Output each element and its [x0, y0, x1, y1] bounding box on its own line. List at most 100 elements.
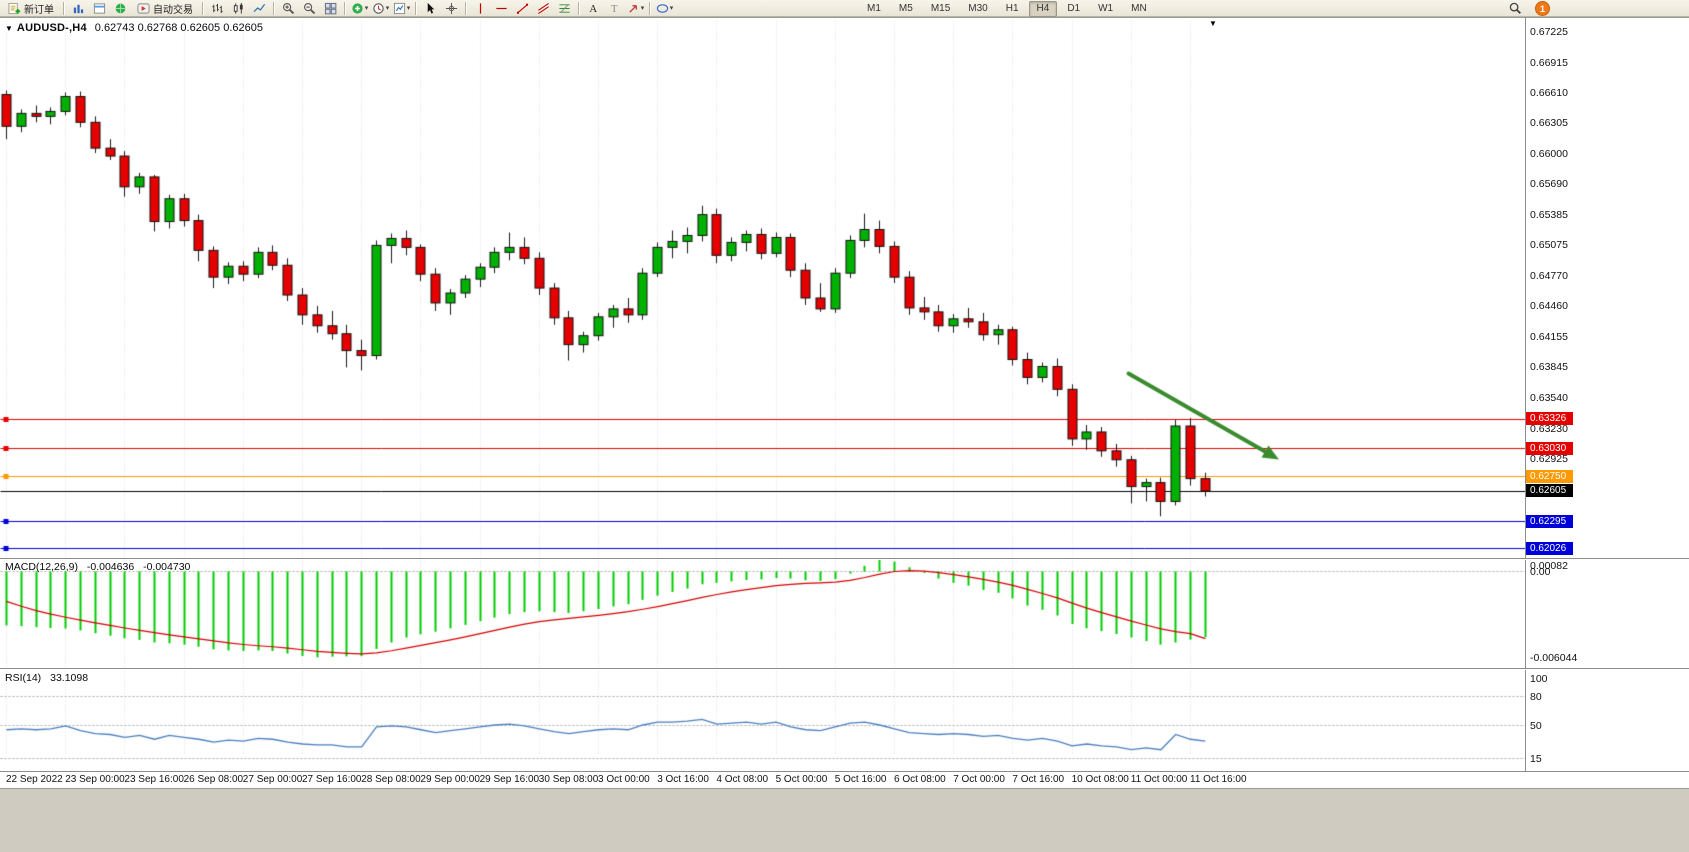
- quotes-icon: [72, 2, 85, 15]
- fibo-icon: [558, 2, 571, 15]
- rsi-name: RSI(14): [5, 672, 42, 684]
- timeframe-m15-button[interactable]: M15: [930, 2, 951, 14]
- toolbar-periods-tool[interactable]: ▾: [371, 0, 390, 17]
- toolbar-autotrade-button[interactable]: 自动交易: [132, 0, 198, 17]
- toolbar-fibonacci-tool[interactable]: [555, 0, 574, 17]
- templates-icon: [393, 2, 406, 15]
- macd-axis-label: -0.006044: [1530, 651, 1578, 664]
- price-axis-label: 0.63540: [1530, 391, 1568, 404]
- time-axis-label: 28 Sep 08:00: [361, 774, 421, 785]
- toolbar-zoom-out-tool[interactable]: [300, 0, 319, 17]
- toolbar-separator: [273, 1, 275, 15]
- toolbar-market-watch-tool[interactable]: [69, 0, 88, 17]
- shapes-icon: [656, 2, 669, 15]
- toolbar-cursor-tool[interactable]: [421, 0, 440, 17]
- label-icon: T: [608, 2, 621, 15]
- time-axis-label: 11 Oct 00:00: [1130, 774, 1188, 785]
- toolbar-equidistant-channel-tool[interactable]: [534, 0, 553, 17]
- price-tag-0.63030: 0.63030: [1526, 441, 1573, 455]
- toolbar-arrows-tool[interactable]: ▾: [626, 0, 645, 17]
- bars-icon: [211, 2, 224, 15]
- price-axis-label: 0.66000: [1530, 147, 1568, 160]
- cursor-icon: [424, 2, 437, 15]
- indicators-icon: [351, 2, 364, 15]
- time-axis-label: 5 Oct 16:00: [834, 774, 887, 785]
- toolbar-separator: [344, 1, 346, 15]
- zoom-in-icon: [282, 2, 295, 15]
- time-axis-label: 30 Sep 08:00: [538, 774, 599, 785]
- toolbar-zoom-in-tool[interactable]: [279, 0, 298, 17]
- timeframe-d1-button[interactable]: D1: [1067, 2, 1081, 14]
- timeframe-w1-button[interactable]: W1: [1098, 2, 1114, 14]
- timeframe-mn-button[interactable]: MN: [1131, 2, 1147, 14]
- time-axis-label: 26 Sep 08:00: [183, 774, 244, 785]
- time-axis-label: 7 Oct 00:00: [953, 774, 1005, 785]
- hline-icon: [495, 2, 508, 15]
- toolbar-vertical-line-tool[interactable]: [471, 0, 490, 17]
- toolbar-separator: [202, 1, 204, 15]
- price-axis-label: 0.66610: [1530, 87, 1568, 100]
- chevron-down-icon: ▾: [406, 5, 411, 12]
- candles-icon: [232, 2, 245, 15]
- timeframe-toolbar: M1 M5 M15 M30 H1 H4 D1 W1 MN: [858, 0, 1156, 17]
- navigator-icon: [114, 2, 127, 15]
- rsi-axis-label: 15: [1530, 752, 1542, 765]
- toolbar-line-chart-mode-tool[interactable]: [250, 0, 269, 17]
- time-axis-label: 29 Sep 00:00: [420, 774, 480, 785]
- toolbar-new-order-button[interactable]: 新订单: [3, 0, 59, 17]
- rsi-pane-splitter[interactable]: [0, 668, 1689, 670]
- macd-signal-value: -0.004730: [143, 561, 191, 573]
- toolbar-horizontal-line-tool[interactable]: [492, 0, 511, 17]
- rsi-value: 33.1098: [50, 672, 89, 684]
- price-axis-border: [1525, 18, 1526, 772]
- svg-text:T: T: [611, 3, 618, 15]
- price-tag-0.62026: 0.62026: [1526, 541, 1573, 555]
- toolbar-bar-chart-mode-tool[interactable]: [208, 0, 227, 17]
- toolbar-indicators-tool[interactable]: ▾: [350, 0, 369, 17]
- vline-icon: [474, 2, 487, 15]
- timeframe-h1-button[interactable]: H1: [1005, 2, 1019, 14]
- chart-menu-icon[interactable]: ▼: [5, 23, 13, 33]
- tile-icon: [324, 2, 337, 15]
- rsi-axis-label: 50: [1530, 719, 1542, 732]
- time-axis-border: [0, 771, 1689, 772]
- price-axis-label: 0.66305: [1530, 117, 1568, 130]
- notification-badge[interactable]: 1: [1535, 1, 1550, 16]
- zoom-out-icon: [303, 2, 316, 15]
- price-tag-0.62605: 0.62605: [1526, 484, 1573, 498]
- price-axis-label: 0.63845: [1530, 361, 1568, 374]
- price-axis-label: 0.66915: [1530, 56, 1568, 69]
- toolbar-text-tool[interactable]: A: [584, 0, 603, 17]
- toolbar-trendline-tool[interactable]: [513, 0, 532, 17]
- toolbar-text-label-tool[interactable]: T: [605, 0, 624, 17]
- macd-axis-label: 0.00082: [1530, 560, 1568, 572]
- price-axis-label: 0.64155: [1530, 330, 1568, 343]
- macd-indicator-label: MACD(12,26,9) -0.004636 -0.004730: [5, 561, 190, 573]
- time-axis-label: 11 Oct 16:00: [1190, 774, 1247, 785]
- toolbar-candlestick-mode-tool[interactable]: [229, 0, 248, 17]
- time-axis-label: 3 Oct 00:00: [598, 774, 650, 785]
- search-icon[interactable]: [1506, 0, 1525, 17]
- price-axis-label: 0.67225: [1530, 26, 1568, 38]
- price-axis-label: 0.65690: [1530, 178, 1568, 191]
- chevron-down-icon: ▾: [640, 5, 645, 12]
- timeframe-m1-button[interactable]: M1: [867, 2, 881, 14]
- toolbar-navigator-tool[interactable]: [111, 0, 130, 17]
- timeframe-m30-button[interactable]: M30: [968, 2, 988, 14]
- price-axis-label: 0.65385: [1530, 208, 1568, 221]
- chart-canvas[interactable]: [0, 1, 1689, 789]
- timeframe-h4-button[interactable]: H4: [1028, 0, 1058, 17]
- toolbar-data-window-tool[interactable]: [90, 0, 109, 17]
- crosshair-icon: [445, 2, 458, 15]
- toolbar-tile-windows-tool[interactable]: [321, 0, 340, 17]
- new-order-icon: [8, 2, 21, 15]
- toolbar-crosshair-tool[interactable]: [442, 0, 461, 17]
- timeframe-m5-button[interactable]: M5: [898, 2, 913, 14]
- svg-text:A: A: [589, 3, 597, 15]
- toolbar-templates-tool[interactable]: ▾: [392, 0, 411, 17]
- rsi-indicator-label: RSI(14) 33.1098: [5, 672, 88, 684]
- macd-pane-splitter[interactable]: [0, 558, 1689, 560]
- toolbar-shapes-tool[interactable]: ▾: [655, 0, 674, 17]
- time-axis-label: 27 Sep 16:00: [302, 774, 362, 785]
